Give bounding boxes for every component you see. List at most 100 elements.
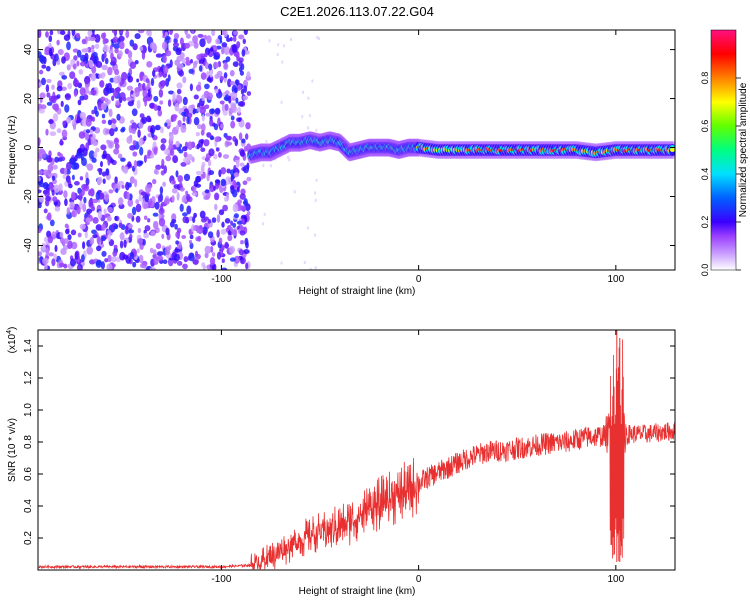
noise-speck xyxy=(45,84,50,93)
noise-speck xyxy=(147,149,152,156)
noise-speck xyxy=(225,141,233,146)
snr-multiplier-exp: 4 xyxy=(6,330,13,334)
noise-speck xyxy=(170,148,175,156)
noise-speck xyxy=(237,84,242,91)
noise-speck xyxy=(136,78,140,83)
noise-speck xyxy=(155,243,162,250)
noise-speck xyxy=(141,51,146,60)
noise-speck xyxy=(173,253,180,262)
noise-speck xyxy=(200,130,205,136)
noise-speck xyxy=(118,50,123,58)
faint-speck xyxy=(318,37,320,40)
noise-speck xyxy=(239,162,245,167)
noise-speck xyxy=(157,109,163,117)
noise-speck xyxy=(92,51,98,58)
noise-speck xyxy=(198,139,204,148)
colorbar-tick-label: 0.0 xyxy=(700,264,710,277)
noise-speck xyxy=(131,128,136,135)
noise-speck xyxy=(113,224,119,230)
noise-speck xyxy=(47,212,52,221)
noise-speck xyxy=(207,231,214,239)
noise-speck xyxy=(132,140,137,146)
noise-speck xyxy=(204,104,210,110)
noise-speck xyxy=(236,41,241,49)
noise-speck xyxy=(246,176,252,182)
noise-speck xyxy=(196,225,199,234)
noise-speck xyxy=(150,77,155,87)
noise-speck xyxy=(127,229,135,234)
noise-speck xyxy=(88,59,94,69)
noise-speck xyxy=(238,249,244,256)
noise-speck xyxy=(127,50,133,59)
noise-speck xyxy=(182,96,188,106)
noise-speck xyxy=(201,123,206,132)
noise-speck xyxy=(79,87,86,96)
noise-speck xyxy=(188,252,195,262)
noise-speck xyxy=(199,38,206,48)
noise-speck xyxy=(191,191,198,196)
noise-speck xyxy=(54,53,59,62)
noise-speck xyxy=(91,44,95,50)
noise-speck xyxy=(182,263,188,270)
spectrogram-y-label: Frequency (Hz) xyxy=(7,116,18,185)
noise-speck xyxy=(160,138,167,144)
noise-speck xyxy=(209,135,215,141)
noise-speck xyxy=(213,55,220,60)
noise-speck xyxy=(121,126,126,132)
noise-speck xyxy=(49,219,55,227)
noise-speck xyxy=(102,44,110,53)
noise-speck xyxy=(182,76,187,84)
noise-speck xyxy=(180,124,187,133)
noise-speck xyxy=(138,160,144,165)
noise-speck xyxy=(220,123,224,129)
noise-speck xyxy=(177,175,183,183)
noise-speck xyxy=(182,146,188,152)
faint-speck xyxy=(307,96,310,100)
noise-speck xyxy=(89,236,95,245)
noise-speck xyxy=(239,100,246,107)
noise-speck xyxy=(206,35,212,44)
noise-speck xyxy=(160,203,164,213)
y-tick-label: 0.4 xyxy=(23,499,34,513)
noise-speck xyxy=(208,170,215,176)
noise-speck xyxy=(240,240,244,245)
noise-speck xyxy=(195,84,202,92)
noise-speck xyxy=(115,188,119,194)
noise-speck xyxy=(211,108,215,114)
noise-speck xyxy=(243,249,250,255)
noise-speck xyxy=(56,128,62,134)
noise-speck xyxy=(206,77,212,82)
noise-speck xyxy=(214,74,220,79)
noise-speck xyxy=(131,108,138,117)
noise-speck xyxy=(241,218,245,224)
noise-speck xyxy=(224,218,231,224)
noise-region xyxy=(38,30,321,270)
faint-speck xyxy=(290,37,292,41)
noise-speck xyxy=(157,255,164,261)
noise-speck xyxy=(38,81,42,87)
noise-speck xyxy=(134,60,139,65)
noise-speck xyxy=(192,184,197,193)
noise-speck xyxy=(225,176,232,185)
noise-speck xyxy=(143,203,149,209)
noise-speck xyxy=(186,205,192,215)
noise-speck xyxy=(218,152,222,158)
noise-speck xyxy=(111,256,117,263)
noise-speck xyxy=(142,82,146,91)
noise-speck xyxy=(187,141,193,151)
noise-speck xyxy=(179,181,183,187)
noise-speck xyxy=(53,103,60,112)
noise-speck xyxy=(214,107,221,115)
noise-speck xyxy=(239,70,244,76)
y-tick-label: 0 xyxy=(23,144,34,150)
noise-speck xyxy=(72,63,77,70)
noise-speck xyxy=(109,128,115,137)
noise-speck xyxy=(129,251,135,260)
noise-speck xyxy=(243,85,248,93)
noise-speck xyxy=(60,30,66,36)
noise-speck xyxy=(101,250,107,257)
noise-speck xyxy=(120,157,126,162)
colorbar-tick-label: 0.6 xyxy=(700,120,710,133)
noise-speck xyxy=(155,164,162,170)
